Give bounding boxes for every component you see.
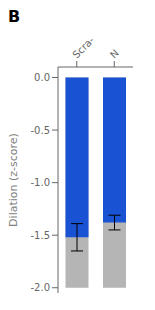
svg-text:0.0: 0.0 bbox=[34, 72, 50, 83]
svg-text:Dilation (z-score): Dilation (z-score) bbox=[8, 133, 20, 227]
svg-text:-2.0: -2.0 bbox=[30, 282, 50, 293]
svg-text:N: N bbox=[108, 47, 121, 60]
svg-text:Scra-: Scra- bbox=[70, 34, 96, 60]
svg-text:-1.5: -1.5 bbox=[30, 230, 50, 241]
svg-text:-1.0: -1.0 bbox=[30, 177, 50, 188]
html-text:B: B bbox=[8, 7, 21, 26]
svg-text:-0.5: -0.5 bbox=[30, 125, 50, 136]
